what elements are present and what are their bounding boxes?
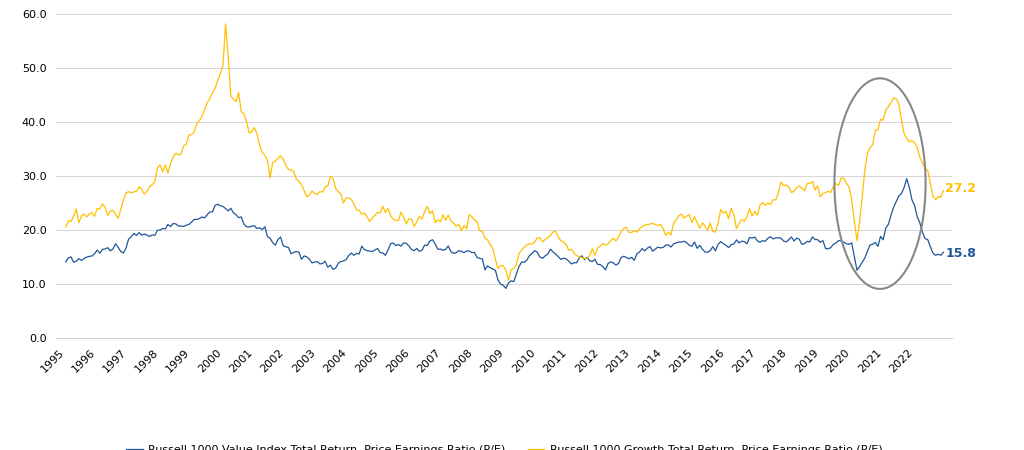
- Russell 1000 Value Index Total Return, Price Earnings Ratio (P/E): [59, 259, 72, 265]
- Russell 1000 Growth Total Return, Price Earnings Ratio (P/E): [256, 150, 268, 155]
- Text: 27.2: 27.2: [945, 183, 976, 195]
- Russell 1000 Growth Total Return, Price Earnings Ratio (P/E): [937, 188, 949, 194]
- Russell 1000 Value Index Total Return, Price Earnings Ratio (P/E): [70, 258, 82, 264]
- Russell 1000 Growth Total Return, Price Earnings Ratio (P/E): [782, 184, 795, 189]
- Russell 1000 Growth Total Return, Price Earnings Ratio (P/E): [794, 183, 806, 189]
- Text: 15.8: 15.8: [945, 248, 976, 260]
- Russell 1000 Value Index Total Return, Price Earnings Ratio (P/E): [937, 249, 949, 255]
- Line: Russell 1000 Value Index Total Return, Price Earnings Ratio (P/E): Russell 1000 Value Index Total Return, P…: [66, 179, 943, 288]
- Russell 1000 Growth Total Return, Price Earnings Ratio (P/E): [557, 239, 569, 245]
- Russell 1000 Value Index Total Return, Price Earnings Ratio (P/E): [900, 176, 912, 181]
- Russell 1000 Value Index Total Return, Price Earnings Ratio (P/E): [500, 286, 512, 291]
- Russell 1000 Growth Total Return, Price Earnings Ratio (P/E): [70, 206, 82, 211]
- Russell 1000 Value Index Total Return, Price Earnings Ratio (P/E): [780, 239, 793, 245]
- Line: Russell 1000 Growth Total Return, Price Earnings Ratio (P/E): Russell 1000 Growth Total Return, Price …: [66, 24, 943, 280]
- Russell 1000 Value Index Total Return, Price Earnings Ratio (P/E): [322, 265, 334, 270]
- Legend: Russell 1000 Value Index Total Return, Price Earnings Ratio (P/E), Russell 1000 : Russell 1000 Value Index Total Return, P…: [122, 440, 887, 450]
- Russell 1000 Value Index Total Return, Price Earnings Ratio (P/E): [791, 235, 803, 241]
- Russell 1000 Value Index Total Return, Price Earnings Ratio (P/E): [254, 225, 266, 230]
- Russell 1000 Growth Total Return, Price Earnings Ratio (P/E): [503, 278, 515, 283]
- Russell 1000 Value Index Total Return, Price Earnings Ratio (P/E): [555, 256, 567, 262]
- Russell 1000 Growth Total Return, Price Earnings Ratio (P/E): [325, 174, 337, 179]
- Russell 1000 Growth Total Return, Price Earnings Ratio (P/E): [59, 224, 72, 230]
- Russell 1000 Growth Total Return, Price Earnings Ratio (P/E): [219, 21, 231, 27]
